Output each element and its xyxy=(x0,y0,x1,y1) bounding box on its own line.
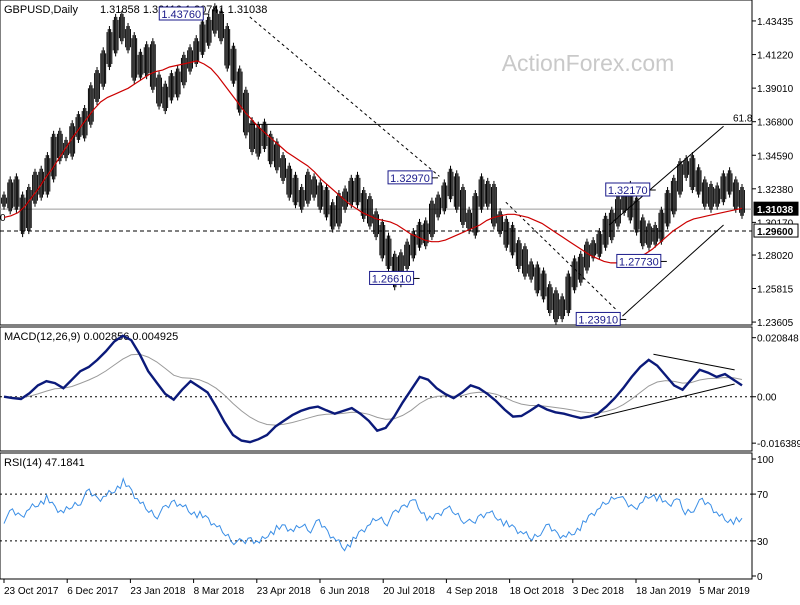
callout-label: 1.27730 xyxy=(619,256,659,268)
callout-label: 1.26610 xyxy=(372,273,412,285)
current-price-label: 1.31038 xyxy=(757,205,794,216)
price-tick-label: 1.41220 xyxy=(757,51,794,62)
macd-panel: MACD(12,26,9) 0.002856 0.004925 xyxy=(0,326,753,452)
callout-label: 1.43760 xyxy=(161,9,201,21)
price-bars xyxy=(1,3,745,326)
price-tick-label: 1.36800 xyxy=(757,118,794,129)
x-tick-label: 4 Sep 2018 xyxy=(446,586,498,597)
channel-support-line xyxy=(622,224,724,317)
rsi-layer xyxy=(0,477,752,552)
x-tick-label: 20 Jul 2018 xyxy=(383,586,435,597)
downtrend-line-upper xyxy=(249,16,440,177)
fib-level-label: 61.8 xyxy=(733,113,753,124)
callout-label: 1.32970 xyxy=(390,173,430,185)
callouts: 1.43760 1.32970 1.26610 1.32170 1.27730 1.239… xyxy=(158,6,667,326)
x-tick-label: 23 Oct 2017 xyxy=(4,586,59,597)
rsi-tick-label: 70 xyxy=(757,490,769,501)
macd-signal-line xyxy=(3,353,743,426)
rsi-tick-label: 30 xyxy=(757,537,769,548)
macd-line xyxy=(3,334,743,444)
price-axis: 1.43435 1.41220 1.39010 1.36800 1.34590 1.323… xyxy=(752,17,799,329)
macd-resistance-line xyxy=(653,353,735,371)
price-tick-label: 1.34590 xyxy=(757,151,794,162)
price-tick-label: 1.25815 xyxy=(757,285,794,296)
macd-tick-label: 0.020848 xyxy=(757,334,799,345)
support-price-label: 1.29600 xyxy=(757,227,794,238)
macd-axis: 0.020848 0.00 -0.016389 xyxy=(752,334,800,450)
macd-support-line xyxy=(594,383,735,419)
price-tick-label: 1.39010 xyxy=(757,84,794,95)
current-price-label-box xyxy=(753,201,799,216)
left-edge-label: 0 xyxy=(0,213,6,224)
watermark: ActionForex.com xyxy=(502,50,675,76)
rsi-line xyxy=(3,477,743,552)
callout-label: 1.23910 xyxy=(578,314,618,326)
rsi-label: RSI(14) 47.1841 xyxy=(4,457,85,469)
x-tick-label: 6 Jun 2018 xyxy=(320,586,370,597)
x-tick-label: 18 Oct 2018 xyxy=(510,586,565,597)
rsi-tick-label: 100 xyxy=(757,455,774,466)
rsi-panel: RSI(14) 47.1841 xyxy=(0,452,753,580)
rsi-tick-label: 0 xyxy=(757,572,763,583)
x-tick-label: 23 Jan 2018 xyxy=(130,586,185,597)
x-axis: 23 Oct 2017 6 Dec 2017 23 Jan 2018 8 Mar 20… xyxy=(3,579,750,597)
price-tick-label: 1.28020 xyxy=(757,251,794,262)
x-tick-label: 23 Apr 2018 xyxy=(257,586,311,597)
support-price-label-box xyxy=(753,223,799,238)
x-tick-label: 18 Jan 2019 xyxy=(636,586,691,597)
x-tick-label: 5 Mar 2019 xyxy=(699,586,750,597)
price-tick-label: 1.32380 xyxy=(757,185,794,196)
symbol-label: GBPUSD,Daily xyxy=(4,4,78,16)
x-tick-label: 3 Dec 2018 xyxy=(573,586,625,597)
rsi-axis: 100 70 30 0 xyxy=(752,455,774,583)
price-tick-label: 1.23605 xyxy=(757,318,794,329)
x-tick-label: 6 Dec 2017 xyxy=(67,586,119,597)
x-tick-label: 8 Mar 2018 xyxy=(194,586,245,597)
macd-tick-label: 0.00 xyxy=(757,393,777,404)
downtrend-line-lower xyxy=(505,201,617,311)
macd-layer xyxy=(0,334,752,444)
price-tick-label: 1.43435 xyxy=(757,17,794,28)
callout-label: 1.32170 xyxy=(608,185,648,197)
macd-tick-label: -0.016389 xyxy=(757,439,800,450)
macd-label: MACD(12,26,9) 0.002856 0.004925 xyxy=(4,331,178,343)
